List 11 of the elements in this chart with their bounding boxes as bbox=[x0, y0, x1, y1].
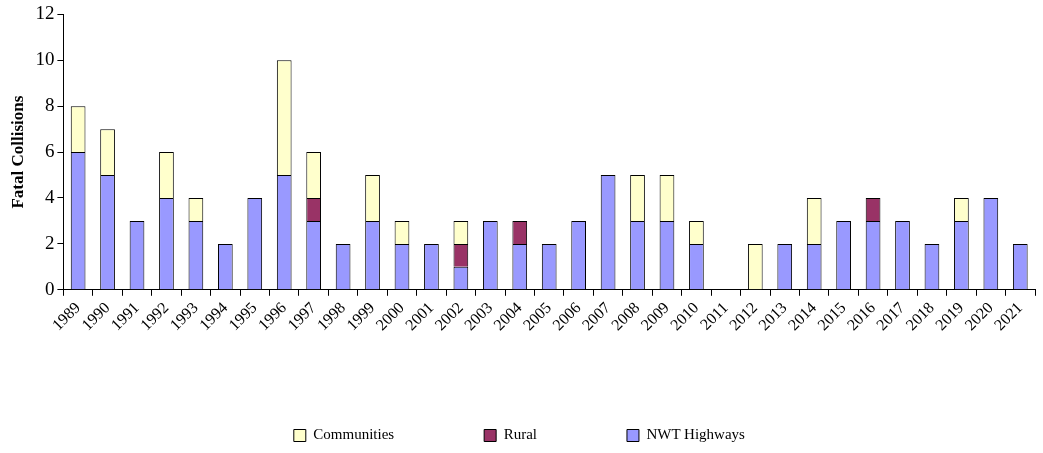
y-axis-title: Fatal Collisions bbox=[7, 95, 27, 209]
y-tick-label: 4 bbox=[44, 185, 55, 207]
y-tick-label: 2 bbox=[44, 231, 55, 253]
legend-label: NWT Highways bbox=[646, 426, 746, 443]
y-tick-label: 12 bbox=[35, 2, 55, 24]
y-tick-label: 6 bbox=[44, 140, 55, 162]
y-tick-label: 0 bbox=[44, 277, 55, 299]
y-tick-label: 10 bbox=[35, 48, 55, 70]
y-tick-label: 8 bbox=[44, 94, 55, 116]
legend-label: Rural bbox=[503, 426, 537, 443]
legend-label: Communities bbox=[313, 426, 395, 443]
